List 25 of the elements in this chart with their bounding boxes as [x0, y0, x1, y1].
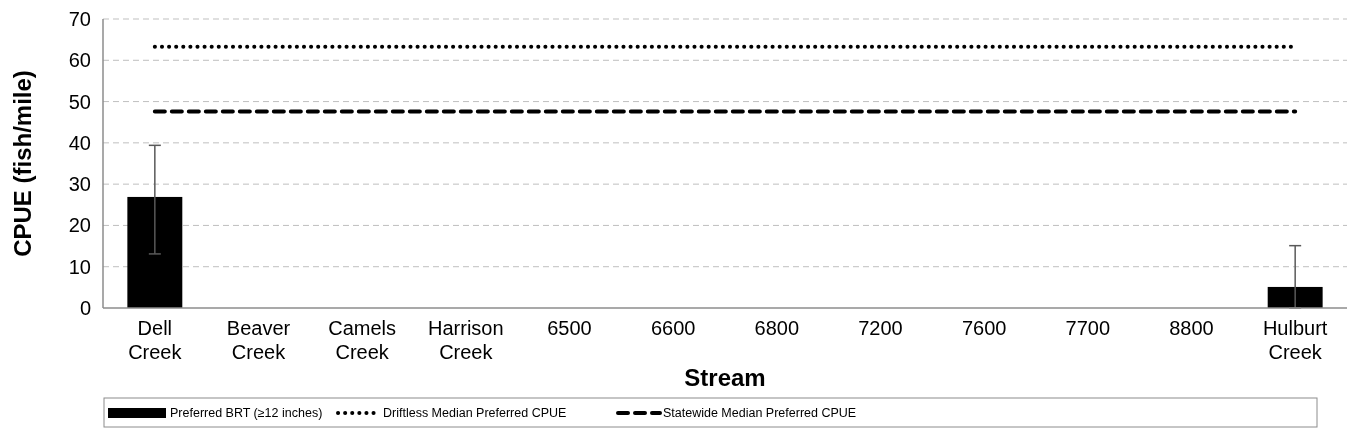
x-tick-label: Beaver Creek — [226, 317, 291, 363]
y-axis-title: CPUE (fish/mile) — [9, 70, 36, 257]
y-tick-label: 40 — [68, 131, 91, 154]
x-tick-label: 6600 — [650, 317, 696, 339]
x-tick-label: 7600 — [961, 317, 1007, 339]
legend-label: Driftless Median Preferred CPUE — [383, 406, 567, 421]
y-tick-label: 20 — [68, 214, 91, 237]
y-tick-label: 0 — [79, 297, 91, 319]
y-tick-label: 30 — [68, 173, 91, 196]
x-tick-label: 7200 — [858, 317, 903, 339]
x-tick-label: 6800 — [754, 317, 800, 339]
x-axis-title: Stream — [684, 364, 766, 391]
x-tick-label: 6500 — [547, 317, 592, 339]
y-tick-label: 50 — [68, 90, 91, 113]
y-tick-label: 60 — [68, 49, 91, 72]
y-tick-label: 70 — [68, 8, 91, 30]
x-tick-label: Camels Creek — [328, 317, 397, 363]
legend-label: Statewide Median Preferred CPUE — [663, 406, 857, 421]
x-tick-label: Harrison Creek — [428, 317, 504, 363]
x-tick-label: Dell Creek — [128, 317, 183, 363]
x-tick-label: 7700 — [1065, 317, 1111, 339]
x-tick-label: 8800 — [1169, 317, 1214, 339]
y-tick-label: 10 — [68, 255, 91, 278]
x-tick-label: Hulburt Creek — [1262, 317, 1328, 363]
legend-label: Preferred BRT (≥12 inches) — [170, 406, 323, 421]
